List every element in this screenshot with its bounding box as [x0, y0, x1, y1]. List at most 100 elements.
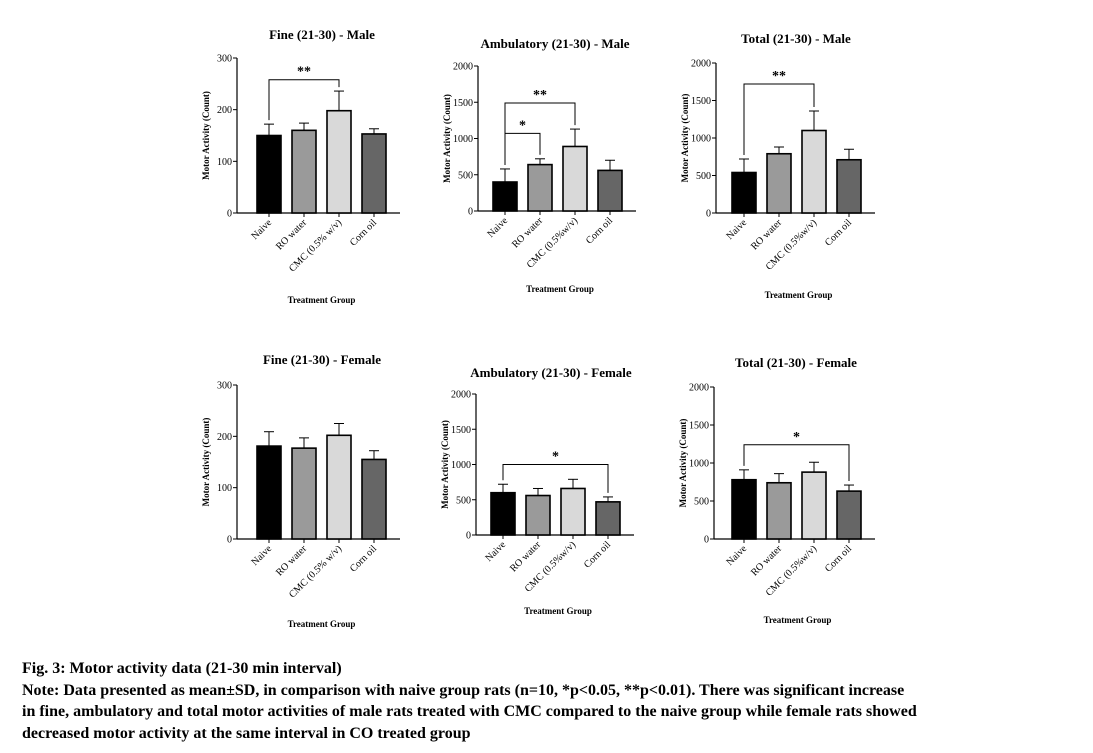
bar-naive	[731, 478, 757, 540]
y-tick-label: 500	[694, 497, 709, 508]
bar-ro-water	[525, 494, 551, 536]
caption-note-line-3: decreased motor activity at the same int…	[22, 724, 471, 742]
x-tick-label: Corn oil	[823, 543, 854, 574]
y-tick-label: 2000	[453, 62, 473, 73]
y-tick-label: 2000	[451, 390, 471, 401]
chart-panel-1: Fine (21-30) - Male 0 100 200 300 Motor Activ…	[201, 27, 400, 305]
significance-label: **	[533, 88, 547, 103]
bar-corn-oil	[361, 133, 387, 214]
x-tick-label: RO water	[749, 217, 785, 253]
x-tick-label: Naive	[249, 543, 274, 568]
x-tick-label: Corn oil	[348, 217, 379, 248]
bar-ro-water	[527, 163, 553, 212]
chart-title: Fine (21-30) - Male	[269, 27, 375, 42]
x-tick-label: Corn oil	[584, 215, 615, 246]
y-axis-label: Motor Activity (Count)	[680, 94, 690, 183]
y-tick-label: 500	[458, 170, 473, 181]
y-tick-label: 0	[704, 535, 709, 546]
x-tick-label: RO water	[274, 543, 310, 579]
x-tick-label: RO water	[508, 539, 544, 575]
y-tick-label: 2000	[689, 383, 709, 394]
x-tick-label: Naive	[485, 215, 510, 240]
chart-title: Ambulatory (21-30) - Female	[470, 365, 632, 380]
figure-caption: Fig. 3: Motor activity data (21-30 min i…	[22, 658, 1082, 744]
y-tick-label: 100	[217, 483, 232, 494]
y-tick-label: 300	[217, 54, 232, 65]
bar-corn-oil	[597, 169, 623, 212]
y-axis-label: Motor Activity (Count)	[201, 418, 211, 507]
bar-naive	[490, 491, 516, 536]
y-axis-label: Motor Activity (Count)	[440, 420, 450, 509]
bar-cmc-0-5-w-v-	[326, 434, 352, 540]
y-tick-label: 200	[217, 105, 232, 116]
y-tick-label: 1500	[691, 96, 711, 107]
x-axis-label: Treatment Group	[764, 615, 832, 625]
significance-bracket	[743, 444, 850, 482]
caption-note-line-2: in fine, ambulatory and total motor acti…	[22, 703, 917, 720]
bar-ro-water	[291, 129, 317, 214]
bar-ro-water	[766, 152, 792, 214]
x-axis-label: Treatment Group	[526, 284, 594, 294]
bar-cmc-0-5-w-v-	[801, 471, 827, 540]
significance-bracket	[504, 102, 576, 165]
y-tick-label: 300	[217, 381, 232, 392]
y-axis-label: Motor Activity (Count)	[442, 94, 452, 183]
chart-title: Ambulatory (21-30) - Male	[480, 36, 629, 51]
bar-ro-water	[291, 447, 317, 540]
y-tick-label: 1500	[453, 98, 473, 109]
y-tick-label: 500	[456, 495, 471, 506]
chart-panel-5: Ambulatory (21-30) - Female 0 500 1000 1500 2…	[440, 365, 634, 616]
y-axis-label: Motor Activity (Count)	[201, 91, 211, 180]
x-tick-label: Corn oil	[582, 539, 613, 570]
bar-corn-oil	[361, 458, 387, 540]
bar-corn-oil	[595, 501, 621, 536]
significance-bracket	[504, 132, 541, 165]
chart-title: Fine (21-30) - Female	[263, 352, 381, 367]
y-tick-label: 200	[217, 432, 232, 443]
bar-cmc-0-5-w-v-	[560, 487, 586, 536]
chart-panel-3: Total (21-30) - Male 0 500 1000 1500 2000 Moto…	[680, 31, 875, 300]
chart-title: Total (21-30) - Female	[735, 355, 857, 370]
x-tick-label: RO water	[274, 217, 310, 253]
significance-bracket	[743, 83, 815, 155]
y-tick-label: 2000	[691, 59, 711, 70]
chart-panel-6: Total (21-30) - Female 0 500 1000 1500 2000 Mo…	[678, 355, 875, 625]
x-axis-label: Treatment Group	[288, 295, 356, 305]
x-tick-label: Naive	[483, 539, 508, 564]
chart-panel-2: Ambulatory (21-30) - Male 0 500 1000 1500 200…	[442, 36, 636, 294]
x-axis-label: Treatment Group	[765, 290, 833, 300]
y-tick-label: 1500	[689, 421, 709, 432]
x-tick-label: RO water	[510, 215, 546, 251]
y-tick-label: 0	[466, 531, 471, 542]
bar-cmc-0-5-w-v-	[326, 109, 352, 214]
y-axis-label: Motor Activity (Count)	[678, 419, 688, 508]
bar-naive	[256, 445, 282, 540]
y-tick-label: 1000	[691, 134, 711, 145]
x-tick-label: Naive	[724, 543, 749, 568]
y-tick-label: 0	[227, 535, 232, 546]
x-tick-label: RO water	[749, 543, 785, 579]
bar-naive	[731, 171, 757, 214]
bar-cmc-0-5-w-v-	[562, 145, 588, 212]
bar-cmc-0-5-w-v-	[801, 129, 827, 214]
x-tick-label: Naive	[724, 217, 749, 242]
chart-panel-4: Fine (21-30) - Female 0 100 200 300 Motor Act…	[201, 352, 400, 629]
significance-label: *	[519, 118, 526, 133]
bar-corn-oil	[836, 158, 862, 214]
bar-naive	[256, 134, 282, 214]
y-tick-label: 1000	[689, 459, 709, 470]
y-tick-label: 100	[217, 157, 232, 168]
y-tick-label: 0	[706, 209, 711, 220]
y-tick-label: 0	[227, 209, 232, 220]
significance-label: **	[772, 69, 786, 84]
caption-title: Fig. 3: Motor activity data (21-30 min i…	[22, 660, 342, 677]
bar-naive	[492, 181, 518, 212]
bar-ro-water	[766, 481, 792, 540]
caption-note-line-1: Note: Data presented as mean±SD, in comp…	[22, 681, 905, 699]
x-axis-label: Treatment Group	[524, 606, 592, 616]
x-axis-label: Treatment Group	[288, 619, 356, 629]
significance-label: *	[552, 450, 559, 465]
significance-label: **	[297, 65, 311, 80]
significance-label: *	[793, 430, 800, 445]
significance-bracket	[502, 464, 609, 493]
